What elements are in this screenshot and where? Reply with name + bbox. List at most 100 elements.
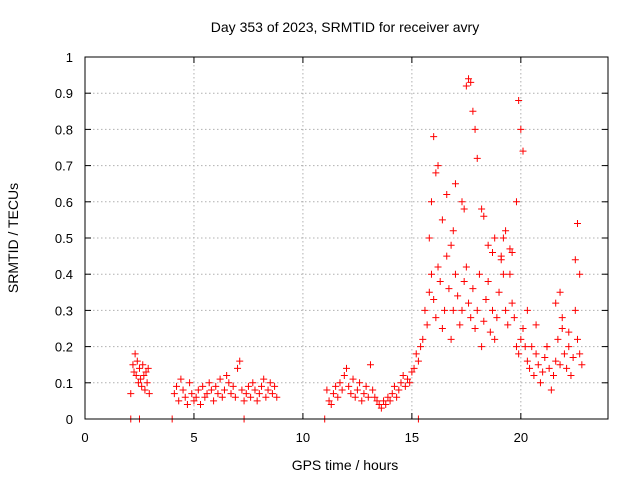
x-tick-label: 10 (296, 430, 310, 445)
data-point (447, 335, 455, 343)
y-tick-label: 0.6 (55, 195, 73, 210)
data-point (249, 379, 257, 387)
y-tick-label: 0.7 (55, 159, 73, 174)
data-point (338, 386, 346, 394)
data-point (563, 364, 571, 372)
data-point (393, 393, 401, 401)
data-point (554, 335, 562, 343)
data-point (497, 256, 505, 264)
data-point (508, 248, 516, 256)
data-point (369, 386, 377, 394)
data-point (523, 306, 531, 314)
y-tick-label: 0.9 (55, 86, 73, 101)
data-point (519, 147, 527, 155)
data-point (502, 227, 510, 235)
data-point (458, 306, 466, 314)
data-point (258, 382, 266, 390)
data-point (449, 306, 457, 314)
data-point (493, 314, 501, 322)
data-point (486, 328, 494, 336)
data-point (532, 321, 540, 329)
data-point (536, 379, 544, 387)
data-point (327, 401, 335, 409)
data-point (343, 364, 350, 372)
x-tick-label: 0 (81, 430, 88, 445)
data-point (526, 364, 534, 372)
data-point (556, 361, 564, 369)
data-point (360, 390, 368, 398)
data-point (371, 393, 379, 401)
x-tick-label: 5 (190, 430, 197, 445)
data-point (273, 393, 281, 401)
data-point (181, 393, 189, 401)
data-point (325, 397, 333, 405)
data-point (499, 234, 507, 242)
x-tick-label: 20 (514, 430, 528, 445)
data-point (223, 372, 231, 380)
data-point (447, 241, 455, 249)
y-tick-label: 0.4 (55, 267, 73, 282)
y-tick-label: 0.5 (55, 231, 73, 246)
data-point (183, 401, 191, 409)
data-point (434, 162, 442, 170)
data-point (530, 372, 538, 380)
data-point (521, 343, 529, 351)
data-point (458, 198, 466, 206)
grid-lines (85, 57, 608, 419)
data-point (491, 335, 499, 343)
data-point (473, 154, 481, 162)
data-point (135, 364, 143, 372)
data-point (353, 386, 361, 394)
data-point (449, 227, 457, 235)
data-point (380, 397, 388, 405)
data-point (406, 379, 414, 387)
data-point (143, 379, 151, 387)
data-point (251, 386, 259, 394)
data-point (425, 234, 433, 242)
data-point (351, 393, 359, 401)
x-tick-label: 15 (405, 430, 419, 445)
data-point (247, 393, 255, 401)
data-point (465, 75, 473, 83)
data-point (332, 382, 340, 390)
y-tick-label: 0.8 (55, 122, 73, 137)
data-point (478, 343, 486, 351)
data-point (462, 263, 470, 271)
y-tick-label: 0.3 (55, 303, 73, 318)
data-point (515, 350, 523, 358)
data-point (576, 350, 584, 358)
data-point (266, 379, 274, 387)
data-point (196, 401, 204, 409)
data-point (517, 125, 525, 133)
data-point (543, 343, 551, 351)
data-point (323, 386, 331, 394)
data-point (386, 397, 394, 405)
data-point (569, 353, 577, 361)
data-point (419, 335, 427, 343)
data-point (489, 248, 497, 256)
data-point (145, 390, 153, 398)
data-point (132, 372, 140, 380)
data-point (471, 125, 479, 133)
data-point (425, 288, 433, 296)
data-point (192, 393, 200, 401)
data-point (499, 270, 507, 278)
data-point (334, 393, 342, 401)
data-point (188, 390, 196, 398)
data-point (144, 364, 152, 372)
data-point (512, 198, 520, 206)
data-point (451, 270, 459, 278)
data-point (528, 343, 536, 351)
x-axis-label: GPS time / hours (292, 457, 399, 473)
data-point (550, 372, 558, 380)
data-point (253, 397, 261, 405)
data-point (578, 361, 586, 369)
data-point (373, 397, 381, 405)
data-point (142, 368, 150, 376)
y-tick-label: 0 (66, 412, 73, 427)
data-point (382, 401, 390, 409)
data-point (170, 390, 178, 398)
data-point (475, 270, 483, 278)
data-point (508, 299, 516, 307)
